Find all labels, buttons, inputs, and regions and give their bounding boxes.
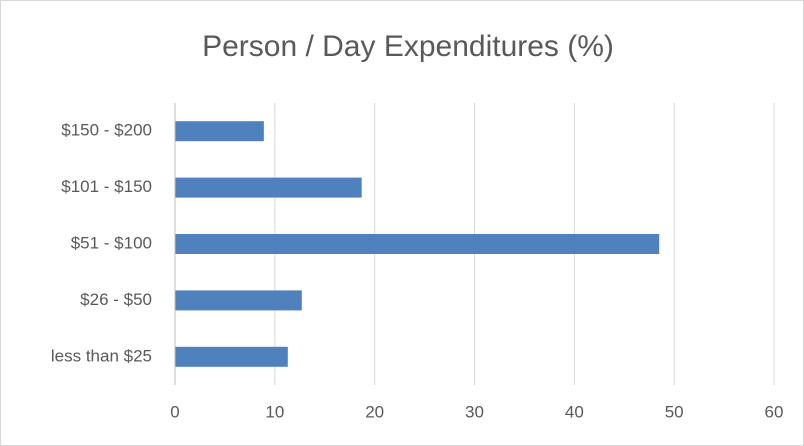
x-tick-label: 10 bbox=[265, 402, 284, 421]
x-tick-label: 30 bbox=[465, 402, 484, 421]
y-tick-label: $51 - $100 bbox=[71, 233, 152, 252]
x-tick-label: 20 bbox=[365, 402, 384, 421]
x-tick-label: 0 bbox=[170, 402, 179, 421]
x-tick-label: 40 bbox=[565, 402, 584, 421]
bar bbox=[175, 234, 660, 254]
bar bbox=[175, 121, 264, 142]
y-tick-label: $150 - $200 bbox=[61, 121, 152, 140]
bar bbox=[175, 346, 288, 367]
x-tick-label: 50 bbox=[665, 402, 684, 421]
bar bbox=[175, 177, 362, 198]
chart-title: Person / Day Expenditures (%) bbox=[202, 30, 614, 63]
y-tick-label: $101 - $150 bbox=[61, 177, 152, 196]
x-tick-label: 60 bbox=[765, 402, 784, 421]
bar bbox=[175, 290, 302, 311]
y-tick-label: $26 - $50 bbox=[80, 290, 152, 309]
y-tick-label: less than $25 bbox=[51, 346, 152, 365]
